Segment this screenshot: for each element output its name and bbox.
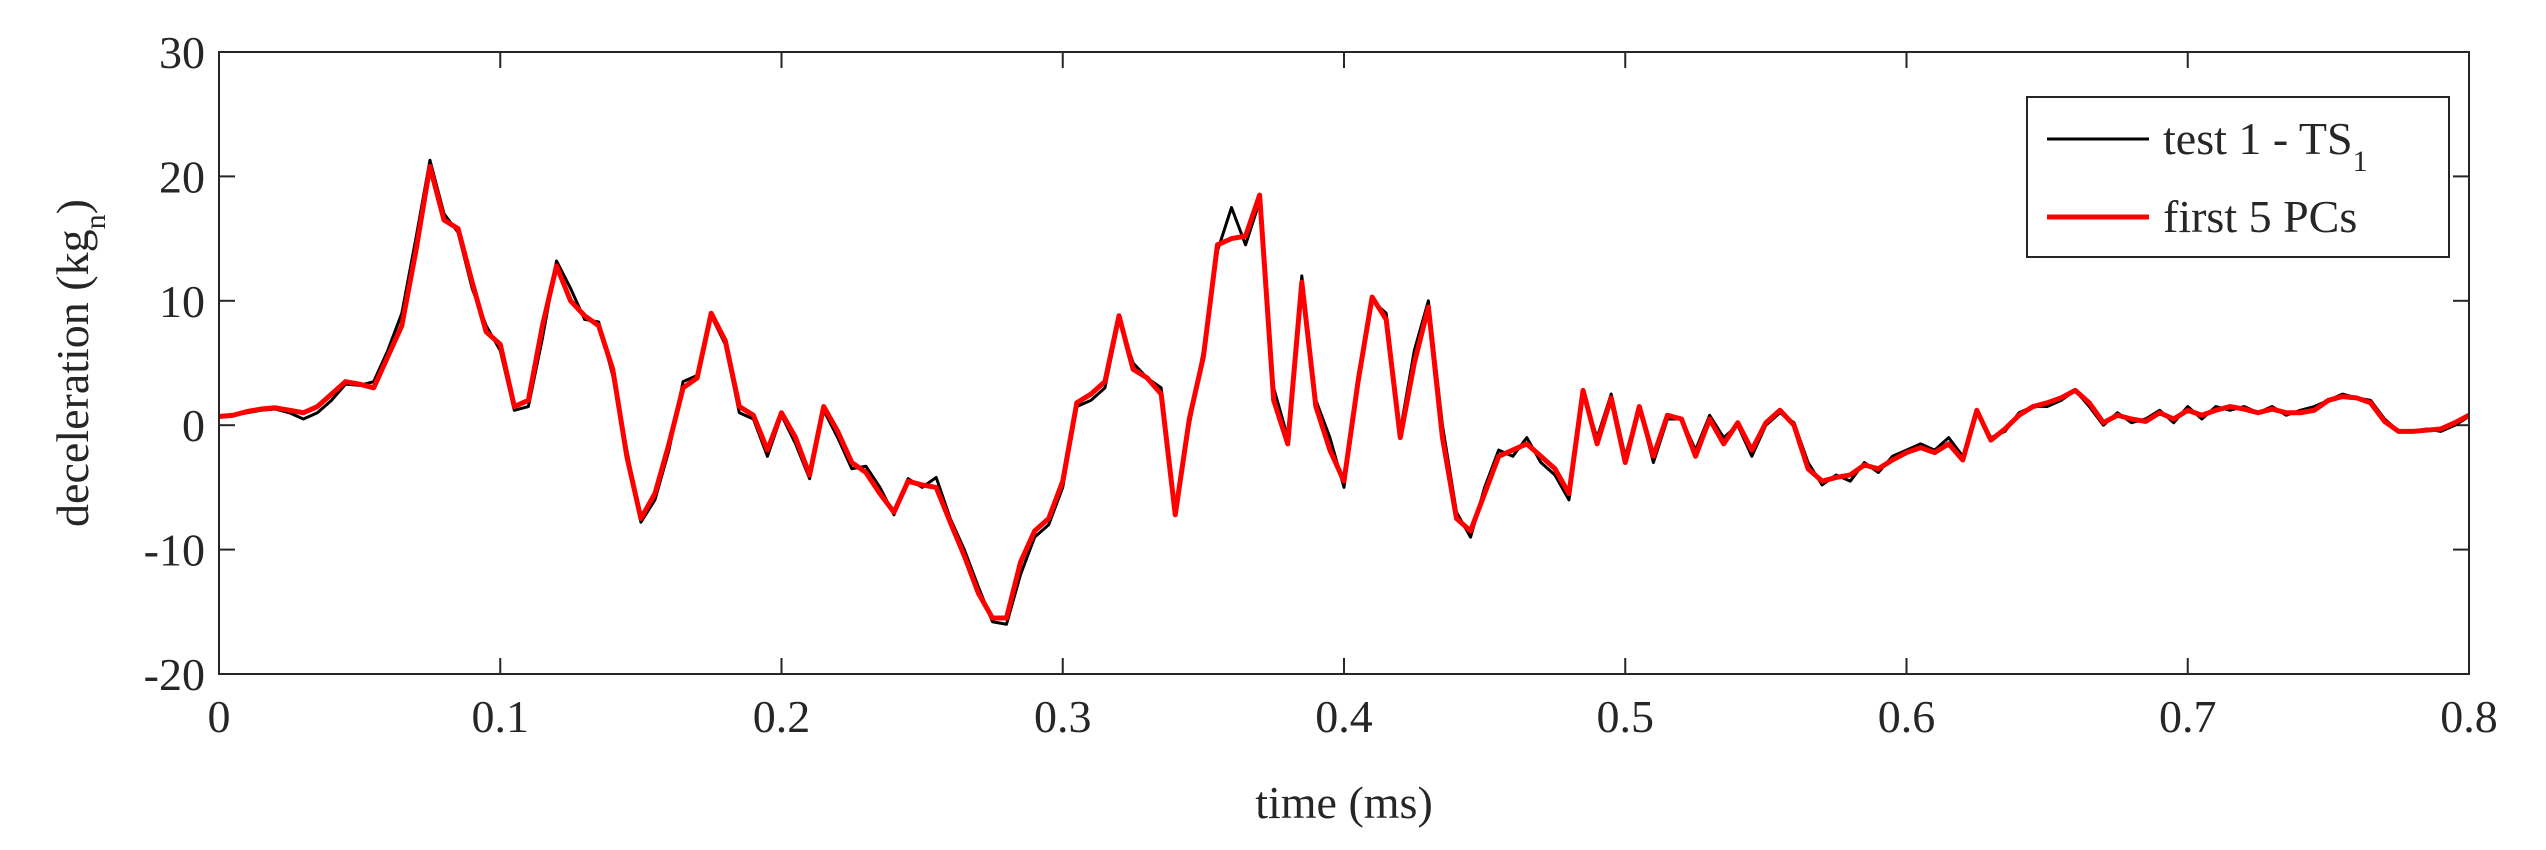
x-tick-label: 0	[208, 691, 231, 742]
y-tick-label: 10	[159, 276, 205, 327]
y-tick-label: 20	[159, 151, 205, 202]
label-part: test 1 - TS	[2163, 113, 2353, 164]
x-axis-label: time (ms)	[1255, 777, 1433, 828]
label-part: 1	[2353, 145, 2368, 178]
y-tick-label: -10	[144, 525, 205, 576]
legend-label: test 1 - TS1	[2163, 113, 2368, 178]
x-tick-label: 0.6	[1878, 691, 1936, 742]
y-tick-label: -20	[144, 649, 205, 700]
x-tick-label: 0.1	[472, 691, 530, 742]
x-tick-label: 0.8	[2440, 691, 2498, 742]
y-axis-label: deceleration (kgn)	[47, 199, 112, 527]
label-part: n	[79, 214, 112, 229]
axes-frame	[218, 51, 2470, 675]
x-tick-label: 0.3	[1034, 691, 1092, 742]
x-tick-label: 0.7	[2159, 691, 2217, 742]
label-part: )	[47, 199, 98, 214]
x-tick-label: 0.4	[1315, 691, 1373, 742]
x-tick-label: 0.5	[1597, 691, 1655, 742]
legend-box	[2026, 96, 2450, 258]
x-tick-label: 0.2	[753, 691, 811, 742]
y-tick-label: 30	[159, 27, 205, 78]
label-part: deceleration (kg	[47, 229, 98, 527]
legend-label: first 5 PCs	[2163, 191, 2357, 242]
data-line	[218, 163, 2471, 621]
y-tick-label: 0	[182, 400, 205, 451]
